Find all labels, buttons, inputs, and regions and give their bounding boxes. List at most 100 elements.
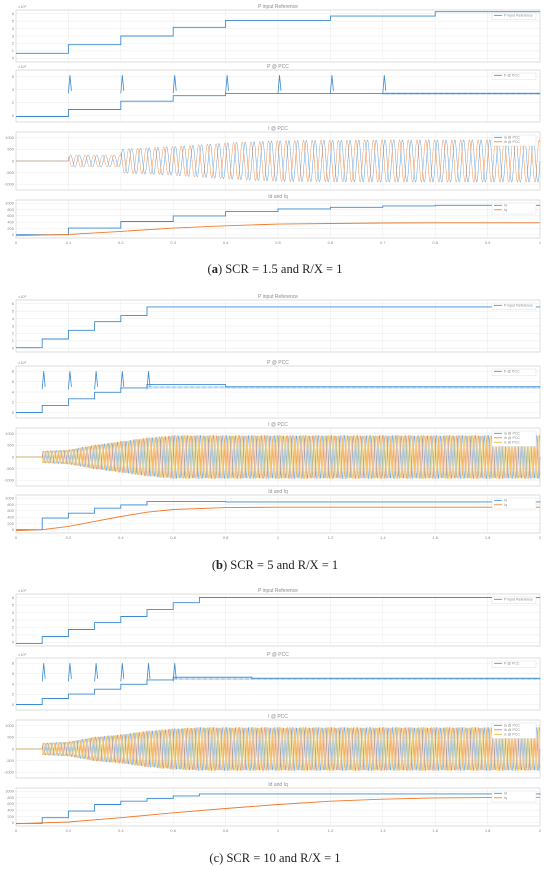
chart-a-panel-2-ytick: 4 bbox=[12, 87, 15, 92]
chart-b-panel-1-ytick: 1 bbox=[12, 338, 15, 343]
caption-c-text: ) SCR = 10 and R/X = 1 bbox=[219, 851, 341, 865]
chart-c-panel-1-series-p-input-reference bbox=[16, 597, 540, 644]
chart-a-panel-4-title: Id and Iq bbox=[268, 194, 288, 200]
chart-c-panel-1-legend bbox=[491, 596, 537, 604]
chart-b-panel-3-legend-label: ic @ PCC bbox=[504, 441, 520, 445]
chart-b-xtick: 2 bbox=[539, 535, 542, 540]
chart-a-panel-2-ytick: 2 bbox=[12, 100, 15, 105]
chart-a-panel-3-legend-label: ia @ PCC bbox=[504, 136, 520, 140]
chart-b-panel-3-ytick: 1000 bbox=[5, 431, 15, 436]
chart-c-panel-2-title: P @ PCC bbox=[267, 652, 289, 658]
chart-c-panel-2-exponent: ×10⁶ bbox=[18, 652, 27, 657]
chart-c-panel-2-series-p-pcc bbox=[16, 676, 541, 705]
chart-b-panel-1-ytick: 2 bbox=[12, 331, 15, 336]
chart-a-xtick: 0.1 bbox=[66, 240, 72, 245]
chart-a-xtick: 0.6 bbox=[328, 240, 334, 245]
chart-a-panel-4-ytick: 600 bbox=[7, 213, 14, 218]
chart-b-panel-4-ytick: 400 bbox=[7, 514, 14, 519]
chart-b-xtick: 1.4 bbox=[380, 535, 386, 540]
chart-c-panel-2-ytick: 8 bbox=[12, 661, 15, 666]
chart-c-panel-2-ytick: 2 bbox=[12, 692, 15, 697]
chart-c-panel-3-series-ib-pcc bbox=[16, 726, 541, 771]
chart-c-panel-2-spike bbox=[41, 663, 46, 682]
chart-a-xtick: 0.3 bbox=[170, 240, 176, 245]
chart-c-panel-2-noise bbox=[172, 677, 540, 680]
chart-a-panel-3-ytick: 1000 bbox=[5, 135, 15, 140]
chart-b-panel-1-ytick: 6 bbox=[12, 301, 15, 306]
caption-a-letter: a bbox=[211, 262, 218, 276]
chart-c-panel-1-ytick: 5 bbox=[12, 602, 15, 607]
chart-b-xtick: 1.8 bbox=[485, 535, 491, 540]
chart-a-panel-1-legend bbox=[491, 12, 537, 20]
chart-a-panel-1-ytick: 3 bbox=[12, 33, 15, 38]
chart-c-panel-3-ytick: 0 bbox=[12, 746, 15, 751]
chart-a-panel-1-title: P input Reference bbox=[258, 4, 298, 10]
chart-a-panel-2-exponent: ×10⁶ bbox=[18, 64, 27, 69]
chart-b-panel-3-title: I @ PCC bbox=[268, 422, 288, 428]
chart-c-panel-1-legend-label: P input Reference bbox=[504, 598, 533, 602]
chart-a-panel-3-ytick: 500 bbox=[7, 147, 14, 152]
chart-a-panel-2-series-p-pcc bbox=[16, 93, 540, 117]
chart-b-panel-3-series-ia-pcc bbox=[16, 435, 541, 479]
chart-a-panel-3-legend bbox=[491, 134, 537, 147]
chart-c-panel-2-spike bbox=[94, 663, 98, 682]
caption-b-letter: b bbox=[216, 558, 223, 572]
chart-b-panel-3-legend bbox=[491, 430, 537, 447]
chart-a-panel-2-ytick: 6 bbox=[12, 74, 15, 79]
chart-b-xtick: 0.8 bbox=[223, 535, 229, 540]
chart-c-panel-2-spike bbox=[146, 663, 151, 682]
chart-c-xtick: 2 bbox=[539, 828, 542, 833]
chart-c-panel-2-spike bbox=[68, 663, 72, 682]
chart-b-panel-3-ytick: 0 bbox=[12, 454, 15, 459]
chart-a-panel-4-ytick: 0 bbox=[12, 232, 15, 237]
chart-c-panel-4-ytick: 800 bbox=[7, 795, 14, 800]
chart-a-xtick: 0.9 bbox=[485, 240, 491, 245]
chart-b-panel-2-ytick: 2 bbox=[12, 400, 15, 405]
chart-b-panel-3-series-ib-pcc bbox=[16, 434, 541, 479]
chart-b-panel-1-exponent: ×10⁶ bbox=[18, 294, 27, 299]
chart-a-panel-4-ytick: 200 bbox=[7, 226, 14, 231]
chart-b-xtick: 1.6 bbox=[432, 535, 438, 540]
chart-b-panel-4-legend-label: Id bbox=[504, 499, 507, 503]
chart-b-panel-2-legend-label: P @ PCC bbox=[504, 370, 520, 374]
chart-b-xtick: 1.2 bbox=[328, 535, 334, 540]
chart-a-xtick: 0.5 bbox=[275, 240, 281, 245]
chart-b-panel-4-ytick: 1000 bbox=[5, 495, 15, 500]
chart-a-panel-2-spike bbox=[225, 75, 229, 94]
chart-b-panel-3-ytick: -1000 bbox=[4, 478, 15, 483]
chart-a-panel-2-spike bbox=[330, 75, 334, 94]
chart-c-panel-1-ytick: 3 bbox=[12, 617, 15, 622]
chart-c-panel-2-ytick: 4 bbox=[12, 681, 15, 686]
chart-b-panel-3-ytick: 500 bbox=[7, 443, 14, 448]
chart-c-xtick: 0.6 bbox=[170, 828, 176, 833]
chart-b-panel-2-spike bbox=[120, 371, 125, 390]
chart-a-panel-2-spike bbox=[277, 75, 282, 94]
chart-b-panel-2-legend bbox=[491, 368, 537, 376]
chart-c-xtick: 0.4 bbox=[118, 828, 124, 833]
chart-a-panel-4-legend bbox=[491, 202, 537, 215]
chart-c-panel-3-series-ia-pcc bbox=[16, 727, 541, 771]
chart-a-panel-2-noise bbox=[382, 92, 541, 95]
chart-a-panel-1-series-p-input-reference bbox=[16, 11, 540, 54]
chart-b-xtick: 0.6 bbox=[170, 535, 176, 540]
chart-c-panel-1-ytick: 4 bbox=[12, 610, 15, 615]
chart-a-panel-2-spike bbox=[120, 75, 125, 94]
chart-b-xtick: 0.2 bbox=[66, 535, 72, 540]
caption-c-letter: c bbox=[213, 851, 220, 865]
chart-a-panel-3-series-ib-pcc bbox=[16, 139, 541, 183]
chart-a-panel-2-legend bbox=[491, 72, 537, 80]
chart-a-panel-4-legend-label: Id bbox=[504, 204, 507, 208]
chart-a-xtick: 0.2 bbox=[118, 240, 124, 245]
chart-b-panel-2-ytick: 4 bbox=[12, 389, 15, 394]
chart-a-panel-2-spike bbox=[68, 75, 72, 94]
chart-a-panel-1-ytick: 1 bbox=[12, 48, 15, 53]
chart-b-panel-4-ytick: 0 bbox=[12, 527, 15, 532]
chart-c-panel-1-title: P input Reference bbox=[258, 588, 298, 594]
chart-c-panel-4-ytick: 0 bbox=[12, 820, 15, 825]
chart-c-panel-2-spike bbox=[120, 663, 125, 682]
chart-c-panel-4-legend-label: Iq bbox=[504, 796, 507, 800]
chart-a-xtick: 0 bbox=[15, 240, 18, 245]
caption-c: (c) SCR = 10 and R/X = 1 bbox=[209, 851, 341, 865]
chart-c-panel-4-ytick: 600 bbox=[7, 801, 14, 806]
